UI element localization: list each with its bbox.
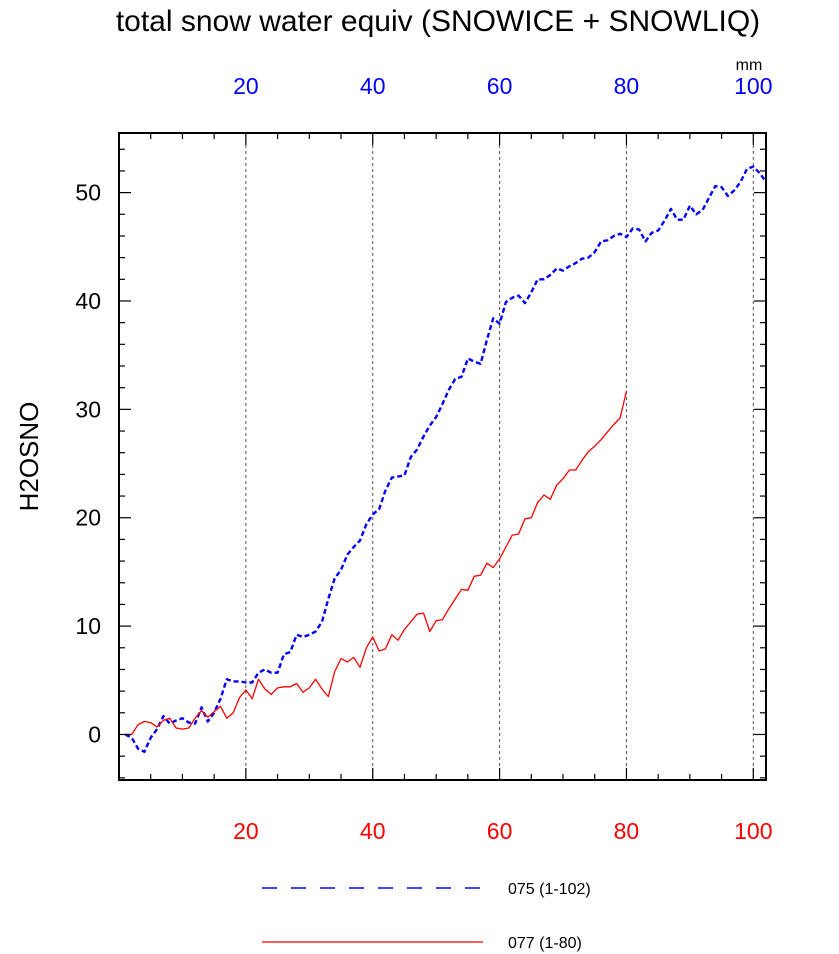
legend-label-1: 077 (1-80) bbox=[508, 935, 582, 952]
axes: 0 10 20 30 40 50 20 40 60 80 100 20 40 60 80 100 bbox=[75, 73, 772, 844]
y-tick-label: 50 bbox=[75, 180, 101, 206]
y-tick-label: 10 bbox=[75, 613, 101, 639]
y-tick-label: 40 bbox=[75, 288, 101, 314]
y-tick-label: 30 bbox=[75, 396, 101, 422]
y-axis-label: H2OSNO bbox=[14, 402, 44, 512]
series-line-1 bbox=[125, 390, 628, 736]
y-tick-label: 0 bbox=[88, 721, 101, 747]
legend-label-0: 075 (1-102) bbox=[508, 881, 591, 898]
x-tick-label-bottom: 60 bbox=[487, 818, 513, 844]
x-tick-label-top: 60 bbox=[487, 73, 513, 99]
x-tick-label-top: 40 bbox=[360, 73, 386, 99]
y-tick-label: 20 bbox=[75, 505, 101, 531]
x-tick-label-bottom: 80 bbox=[614, 818, 640, 844]
x-tick-label-top: 100 bbox=[734, 73, 772, 99]
plot-frame bbox=[118, 132, 767, 781]
series-line-0 bbox=[124, 165, 767, 753]
legend: 075 (1-102) 077 (1-80) bbox=[262, 881, 591, 952]
x-tick-label-top: 80 bbox=[614, 73, 640, 99]
x-tick-label-top: 20 bbox=[233, 73, 259, 99]
x-tick-label-bottom: 100 bbox=[734, 818, 772, 844]
chart-title: total snow water equiv (SNOWICE + SNOWLI… bbox=[116, 5, 760, 38]
x-tick-label-bottom: 40 bbox=[360, 818, 386, 844]
series-layer bbox=[124, 165, 767, 753]
units-label: mm bbox=[736, 57, 763, 74]
grid-lines bbox=[245, 133, 754, 780]
x-tick-label-bottom: 20 bbox=[233, 818, 259, 844]
